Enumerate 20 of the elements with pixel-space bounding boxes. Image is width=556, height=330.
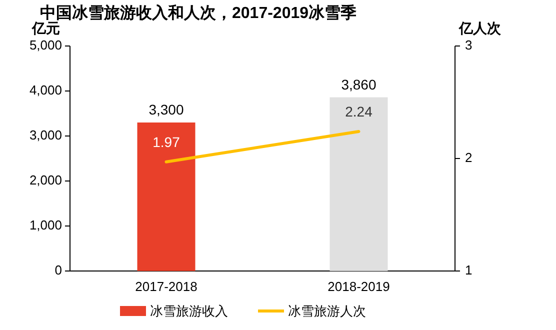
y-tick-label: 4,000 <box>29 82 62 98</box>
y2-tick-label: 1 <box>465 262 472 278</box>
y-tick-label: 5,000 <box>29 37 62 52</box>
y2-tick-label: 2 <box>465 150 472 165</box>
y-tick-label: 0 <box>54 262 62 278</box>
x-tick-label: 2018-2019 <box>328 279 390 294</box>
y-axis-title: 亿元 <box>31 20 60 36</box>
chart-title: 中国冰雪旅游收入和人次，2017-2019冰雪季 <box>40 4 357 22</box>
y2-tick-label: 3 <box>465 37 472 52</box>
y2-axis-title: 亿人次 <box>458 20 502 36</box>
data-label: 3,300 <box>148 102 184 118</box>
data-label: 2.24 <box>345 104 373 120</box>
data-label: 1.97 <box>152 134 180 150</box>
legend-label: 冰雪旅游人次 <box>288 303 366 318</box>
y-tick-label: 2,000 <box>29 172 62 188</box>
y-tick-label: 3,000 <box>29 127 62 142</box>
x-tick-label: 2017-2018 <box>135 279 198 294</box>
legend-label: 冰雪旅游收入 <box>150 303 228 318</box>
data-label: 3,860 <box>341 76 376 92</box>
y-tick-label: 1,000 <box>29 217 62 232</box>
